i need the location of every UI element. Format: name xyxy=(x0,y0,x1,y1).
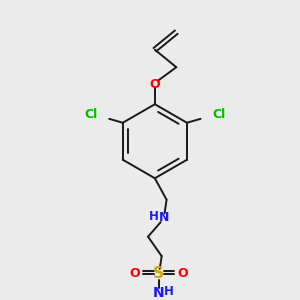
Text: O: O xyxy=(150,78,160,91)
Text: Cl: Cl xyxy=(212,108,226,122)
Text: Cl: Cl xyxy=(84,108,98,122)
Text: N: N xyxy=(158,211,169,224)
Text: H: H xyxy=(164,285,173,298)
Text: S: S xyxy=(153,266,164,281)
Text: N: N xyxy=(153,286,165,300)
Text: O: O xyxy=(129,267,140,280)
Text: H: H xyxy=(149,210,159,223)
Text: O: O xyxy=(178,267,188,280)
